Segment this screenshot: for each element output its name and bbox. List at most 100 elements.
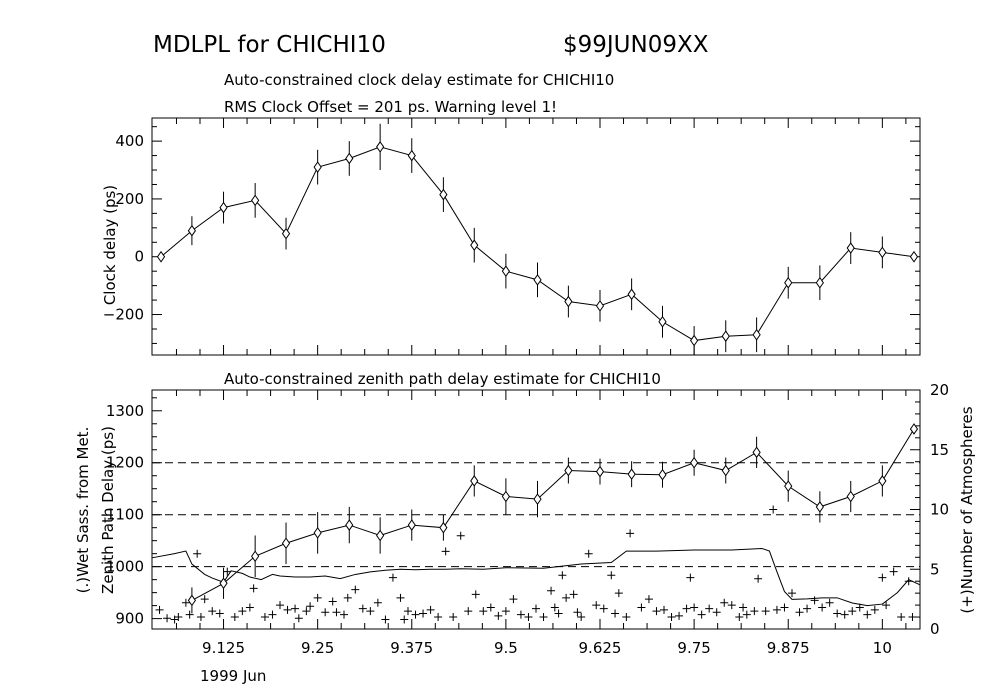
atmosphere-marker [667, 613, 676, 622]
atmosphere-marker [735, 613, 744, 622]
atmosphere-marker [494, 611, 503, 620]
zpd-point [846, 490, 855, 503]
zpd-x-tick-label: 9.875 [767, 639, 810, 657]
atmosphere-marker [351, 585, 360, 594]
atmosphere-marker [340, 610, 348, 619]
atmosphere-marker [769, 505, 778, 514]
clock-y-tick-label: 400 [115, 132, 144, 150]
clock-point [156, 250, 166, 263]
clock-point [658, 315, 667, 328]
atmospheres-y-tick-label: 0 [930, 620, 940, 638]
atmosphere-marker [788, 589, 796, 598]
atmosphere-marker [644, 595, 653, 604]
atmosphere-marker [532, 604, 540, 613]
atmosphere-marker [863, 610, 872, 619]
atmosphere-marker [306, 602, 315, 611]
atmosphere-marker [558, 571, 567, 580]
wet-sass-line [151, 547, 921, 607]
atmospheres-y-tick-label: 10 [930, 501, 949, 519]
atmosphere-marker [464, 607, 473, 616]
zpd-point [533, 493, 542, 505]
atmosphere-marker [313, 593, 322, 602]
atmosphere-marker [456, 531, 465, 540]
zpd-point [219, 577, 228, 590]
zpd-point [878, 475, 887, 487]
clock-y-tick-label: 0 [134, 248, 144, 266]
atmosphere-marker [754, 574, 763, 583]
zpd-x-tick-label: 9.625 [579, 639, 622, 657]
zpd-y-tick-label: 1100 [106, 506, 144, 524]
atmospheres-y-axis-label: (+)Number of Atmospheres [958, 406, 976, 613]
atmosphere-marker [626, 529, 635, 538]
atmosphere-marker [381, 615, 390, 624]
atmosphere-marker [479, 607, 488, 616]
zpd-plot-frame [151, 389, 921, 630]
wet-sass-y-axis-label: (.)Wet Sass. from Met. [74, 427, 92, 594]
clock-point [313, 161, 322, 174]
zpd-point [564, 464, 573, 477]
zpd-y-axis-label: Zenith Path Delay (ps) [99, 426, 117, 594]
atmosphere-marker [727, 601, 736, 610]
zpd-point [784, 480, 793, 492]
atmosphere-marker [882, 601, 891, 610]
clock-point [439, 188, 448, 201]
zpd-point [909, 423, 919, 435]
atmosphere-marker [686, 573, 695, 582]
zpd-point [439, 521, 448, 534]
zpd-point [187, 594, 197, 607]
x-axis-label: 1999 Jun [200, 667, 266, 685]
atmosphere-marker [400, 615, 409, 624]
atmosphere-marker [449, 613, 458, 622]
atmosphere-marker [772, 605, 781, 614]
atmosphere-marker [761, 607, 770, 616]
atmosphere-marker [750, 607, 759, 616]
clock-point [815, 276, 824, 289]
atmosphere-marker [652, 607, 661, 616]
clock-point [281, 227, 291, 240]
program-title: MDLPL for CHICHI10 [153, 32, 386, 58]
atmosphere-marker [803, 604, 812, 613]
atmosphere-marker [155, 605, 164, 614]
atmosphere-marker [215, 609, 224, 618]
clock-point [219, 201, 228, 214]
atmosphere-marker [245, 603, 254, 612]
atmosphere-marker [238, 607, 247, 616]
atmosphere-marker [276, 601, 284, 610]
atmosphere-marker [637, 603, 646, 612]
atmosphere-marker [675, 611, 684, 620]
clock-point [846, 242, 855, 254]
clock-chart-title: Auto-constrained clock delay estimate fo… [224, 71, 614, 89]
zenith-path-delay-chart: 9.125 9.25 9.375 9.5 9.625 9.75 9.875 10 900 1000… [106, 381, 949, 657]
atmosphere-marker [388, 573, 397, 582]
atmosphere-marker [833, 609, 842, 618]
atmosphere-marker [547, 586, 556, 595]
zpd-chart-title: Auto-constrained zenith path delay estim… [224, 370, 661, 388]
atmosphere-marker [569, 590, 578, 599]
atmosphere-marker [208, 607, 217, 616]
clock-delay-line [160, 146, 915, 342]
atmosphere-marker [193, 549, 202, 558]
atmosphere-marker [870, 605, 879, 614]
zpd-point [251, 550, 260, 563]
zpd-y-tick-label: 900 [115, 610, 144, 628]
clock-point [187, 224, 197, 237]
atmosphere-marker [373, 598, 382, 607]
zpd-x-tick-label: 10 [873, 639, 892, 657]
clock-point [564, 295, 573, 308]
zpd-point [376, 529, 385, 542]
atmosphere-marker [697, 610, 706, 619]
atmosphere-marker [599, 604, 608, 613]
atmosphere-marker [904, 577, 913, 586]
zpd-line [191, 428, 915, 601]
clock-point [345, 152, 354, 165]
atmosphere-marker [705, 604, 714, 613]
atmosphere-marker [524, 613, 533, 622]
clock-point [752, 328, 761, 341]
zpd-point [595, 465, 605, 478]
zpd-point [281, 537, 291, 550]
atmosphere-marker [434, 613, 443, 622]
atmosphere-marker [294, 614, 303, 623]
atmosphere-marker [321, 608, 330, 617]
atmosphere-marker [366, 607, 375, 616]
clock-point [595, 299, 605, 312]
